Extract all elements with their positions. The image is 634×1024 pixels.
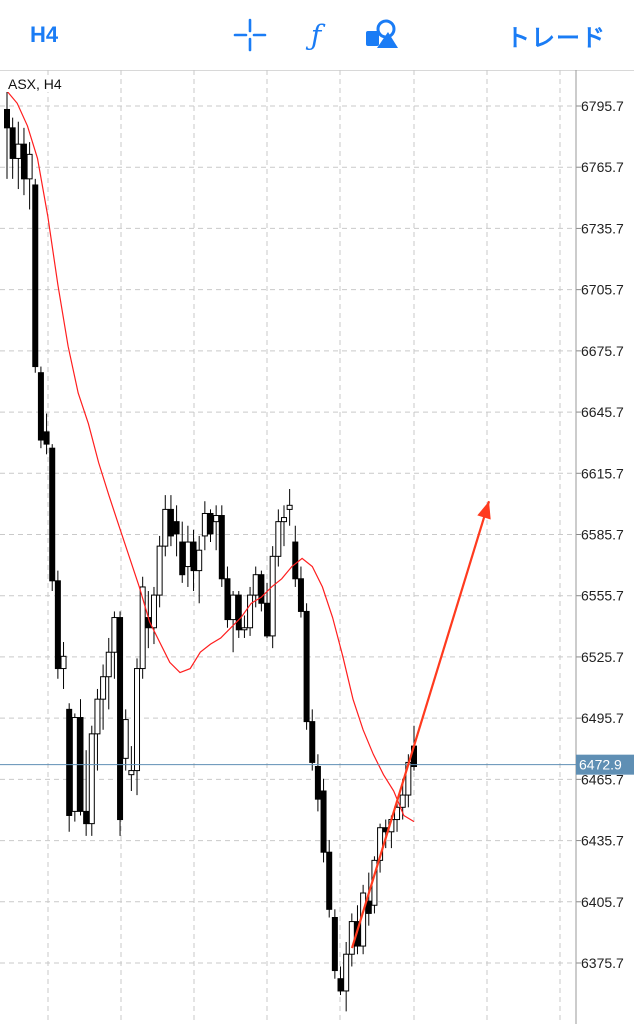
candle-body	[286, 504, 293, 510]
candle-body	[213, 515, 220, 523]
candle-body	[275, 521, 282, 557]
candle-body	[224, 578, 231, 621]
current-price-label: 6472.9	[579, 757, 622, 773]
candle-body	[43, 431, 50, 445]
candle-body	[134, 668, 141, 772]
candle-body	[37, 372, 44, 441]
candle-body	[15, 143, 22, 159]
candle-body	[280, 517, 287, 523]
y-axis-tick-label: 6375.7	[581, 955, 624, 971]
candle-body	[88, 733, 95, 825]
candle-body	[269, 555, 276, 637]
crosshair-icon-svg	[233, 18, 267, 52]
candle-body	[394, 806, 401, 821]
price-chart[interactable]: 6795.7 6765.7 6735.7 6705.7 6675.7 6645.7 6615…	[0, 70, 634, 1024]
candle-body	[230, 594, 237, 621]
y-axis-tick-label: 6585.7	[581, 527, 624, 543]
candle-body	[105, 651, 112, 678]
candle-body	[331, 916, 338, 972]
y-axis-tick-label: 6495.7	[581, 710, 624, 726]
candle-body	[399, 794, 406, 808]
crosshair-icon[interactable]	[230, 0, 270, 70]
candle-body	[94, 698, 101, 735]
shapes-icon[interactable]	[360, 0, 404, 70]
y-axis-tick-label: 6795.7	[581, 98, 624, 114]
y-axis-tick-label: 6765.7	[581, 159, 624, 175]
trend-arrow-head	[477, 501, 491, 520]
candle-body	[196, 549, 203, 572]
candle-body	[241, 627, 248, 631]
timeframe-button[interactable]: H4	[29, 22, 59, 47]
candle-body	[348, 921, 355, 955]
candle-body	[60, 655, 67, 670]
candle-body	[32, 184, 39, 368]
shapes-icon-svg	[366, 19, 398, 48]
y-axis-tick-label: 6525.7	[581, 649, 624, 665]
candle-body	[139, 586, 146, 670]
y-axis-tick-label: 6405.7	[581, 894, 624, 910]
y-axis-tick-label: 6615.7	[581, 465, 624, 481]
candle-body	[377, 827, 384, 861]
candle-body	[150, 594, 157, 629]
function-icon[interactable]: ƒ	[310, 18, 322, 52]
candle-body	[303, 610, 310, 723]
candle-body	[9, 127, 16, 159]
candle-body	[128, 770, 135, 776]
candle-body	[167, 508, 174, 537]
current-price-label-bg	[576, 754, 634, 775]
candle-body	[235, 594, 242, 631]
trend-arrow-line	[350, 500, 491, 949]
candle-body	[20, 143, 27, 180]
candle-body	[54, 580, 61, 670]
candle-body	[207, 512, 214, 535]
candle-body	[252, 574, 259, 596]
candle-body	[292, 541, 299, 580]
candle-body	[365, 900, 372, 914]
candle-body	[184, 541, 191, 568]
candle-body	[190, 541, 197, 572]
candle-body	[258, 574, 265, 604]
y-axis-tick-label: 6675.7	[581, 343, 624, 359]
candle-body	[201, 512, 208, 537]
candle-body	[320, 790, 327, 853]
candle-body	[122, 719, 129, 759]
candle-body	[179, 541, 186, 576]
candle-body	[26, 153, 33, 180]
candle-body	[162, 508, 169, 547]
candle-body	[309, 721, 316, 763]
candle-body	[337, 978, 344, 992]
candle-body	[247, 594, 254, 629]
y-axis-tick-label: 6645.7	[581, 404, 624, 420]
moving-average-line	[6, 90, 415, 823]
candle-body	[218, 515, 225, 580]
candle-body	[117, 617, 124, 821]
top-toolbar: H4 ƒ トレード	[0, 0, 634, 71]
y-axis-tick-label: 6465.7	[581, 771, 624, 787]
candle-body	[100, 676, 107, 700]
chart-symbol-label: ASX, H4	[6, 76, 64, 92]
candle-body	[156, 545, 163, 596]
y-axis-tick-label: 6435.7	[581, 833, 624, 849]
candle-body	[4, 108, 10, 129]
candle-body	[326, 851, 333, 910]
trade-button[interactable]: トレード	[506, 24, 606, 52]
candle-body	[314, 766, 321, 800]
candle-body	[49, 447, 56, 582]
candle-body	[297, 578, 304, 612]
candle-body	[343, 953, 350, 992]
candle-body	[264, 602, 271, 637]
candle-body	[66, 708, 73, 816]
y-axis-tick-label: 6735.7	[581, 220, 624, 236]
candle-body	[111, 617, 118, 653]
y-axis-tick-label: 6555.7	[581, 588, 624, 604]
y-axis-tick-label: 6705.7	[581, 282, 624, 298]
candle-body	[173, 521, 180, 535]
candle-body	[83, 810, 90, 825]
